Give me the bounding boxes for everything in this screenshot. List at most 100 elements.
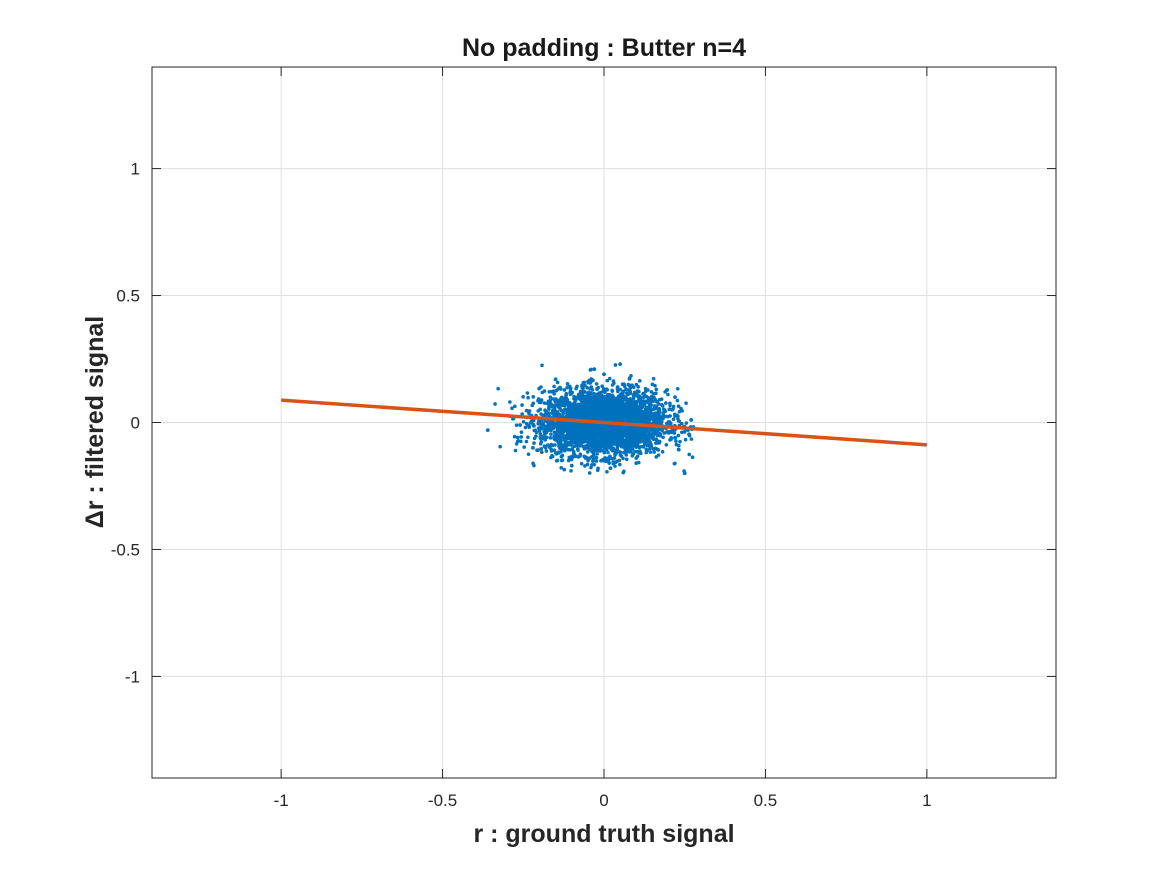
scatter-point	[549, 432, 553, 436]
scatter-point	[615, 413, 620, 417]
scatter-point	[526, 395, 530, 400]
scatter-point	[587, 447, 592, 452]
scatter-point	[659, 416, 664, 421]
scatter-point	[556, 398, 560, 403]
scatter-point	[610, 388, 614, 393]
scatter-point	[618, 462, 622, 467]
scatter-point	[639, 436, 644, 440]
scatter-point	[551, 389, 556, 394]
scatter-point	[547, 407, 551, 411]
scatter-point	[624, 414, 629, 419]
scatter-point	[610, 395, 615, 400]
y-tick-label: 0	[131, 414, 140, 433]
scatter-point	[643, 400, 647, 404]
scatter-point	[589, 413, 594, 418]
x-axis-label: r : ground truth signal	[473, 820, 734, 848]
scatter-point	[604, 387, 609, 391]
scatter-point	[547, 389, 552, 394]
scatter-point	[617, 403, 622, 408]
scatter-point	[592, 407, 597, 412]
scatter-point	[524, 408, 529, 413]
scatter-point	[643, 432, 647, 436]
scatter-point	[650, 382, 655, 387]
scatter-point	[668, 414, 672, 418]
scatter-point	[526, 423, 531, 428]
scatter-point	[569, 404, 574, 409]
scatter-point	[680, 430, 684, 435]
scatter-point	[595, 439, 600, 444]
scatter-point	[600, 415, 605, 419]
scatter-point	[682, 430, 687, 434]
scatter-point	[621, 389, 625, 394]
scatter-point	[650, 414, 655, 418]
scatter-point	[559, 436, 563, 441]
scatter-point	[566, 436, 570, 441]
scatter-point	[675, 398, 680, 403]
scatter-point	[604, 403, 608, 408]
scatter-point	[548, 399, 552, 404]
scatter-point	[540, 390, 545, 395]
scatter-point	[485, 428, 490, 433]
scatter-point	[651, 376, 656, 381]
scatter-point	[643, 441, 647, 446]
scatter-point	[654, 447, 659, 451]
scatter-point	[553, 433, 558, 437]
scatter-point	[575, 443, 580, 448]
scatter-point	[655, 400, 660, 404]
scatter-point	[689, 418, 694, 422]
scatter-point	[604, 434, 609, 439]
scatter-point	[622, 430, 627, 435]
scatter-point	[607, 376, 612, 381]
scatter-point	[592, 433, 597, 438]
scatter-point	[657, 439, 662, 444]
scatter-point	[590, 436, 595, 441]
scatter-point	[612, 402, 617, 407]
scatter-point	[654, 391, 658, 396]
scatter-point	[683, 437, 688, 442]
scatter-point	[552, 406, 557, 411]
scatter-point	[532, 463, 536, 468]
scatter-point	[558, 431, 563, 436]
scatter-point	[659, 421, 663, 426]
x-tick-label: -1	[274, 791, 289, 810]
tick-marks	[152, 67, 1056, 778]
scatter-point	[603, 390, 607, 395]
scatter-point	[676, 414, 680, 419]
scatter-point	[596, 412, 600, 416]
scatter-point	[586, 456, 590, 461]
scatter-point	[606, 414, 611, 418]
scatter-point	[520, 403, 524, 407]
scatter-point	[595, 468, 600, 473]
scatter-point	[569, 469, 573, 473]
scatter-point	[687, 432, 692, 437]
scatter-point	[612, 456, 617, 460]
scatter-point	[556, 405, 561, 409]
scatter-point	[624, 391, 629, 395]
scatter-point	[539, 398, 544, 402]
x-tick-labels: -1 -0.5 0 0.5 1	[274, 791, 932, 810]
scatter-point	[675, 386, 680, 391]
scatter-point	[586, 379, 590, 384]
scatter-point	[577, 396, 581, 401]
scatter-point	[568, 441, 573, 446]
scatter-point	[571, 413, 576, 418]
scatter-point	[621, 438, 626, 443]
scatter-point	[605, 393, 610, 397]
scatter-point	[646, 400, 650, 405]
scatter-point	[552, 384, 556, 389]
scatter-point	[580, 404, 585, 409]
scatter-point	[565, 412, 569, 416]
scatter-point	[612, 414, 617, 419]
scatter-point	[602, 439, 606, 443]
scatter-point	[600, 457, 605, 462]
scatter-point	[673, 461, 677, 466]
scatter-point	[542, 427, 547, 431]
scatter-point	[660, 404, 665, 408]
scatter-point	[621, 470, 626, 475]
scatter-point	[543, 446, 548, 450]
scatter-point	[552, 437, 557, 441]
scatter-point	[536, 398, 540, 403]
scatter-point	[600, 399, 605, 404]
scatter-point	[559, 454, 564, 459]
scatter-point	[548, 395, 553, 399]
